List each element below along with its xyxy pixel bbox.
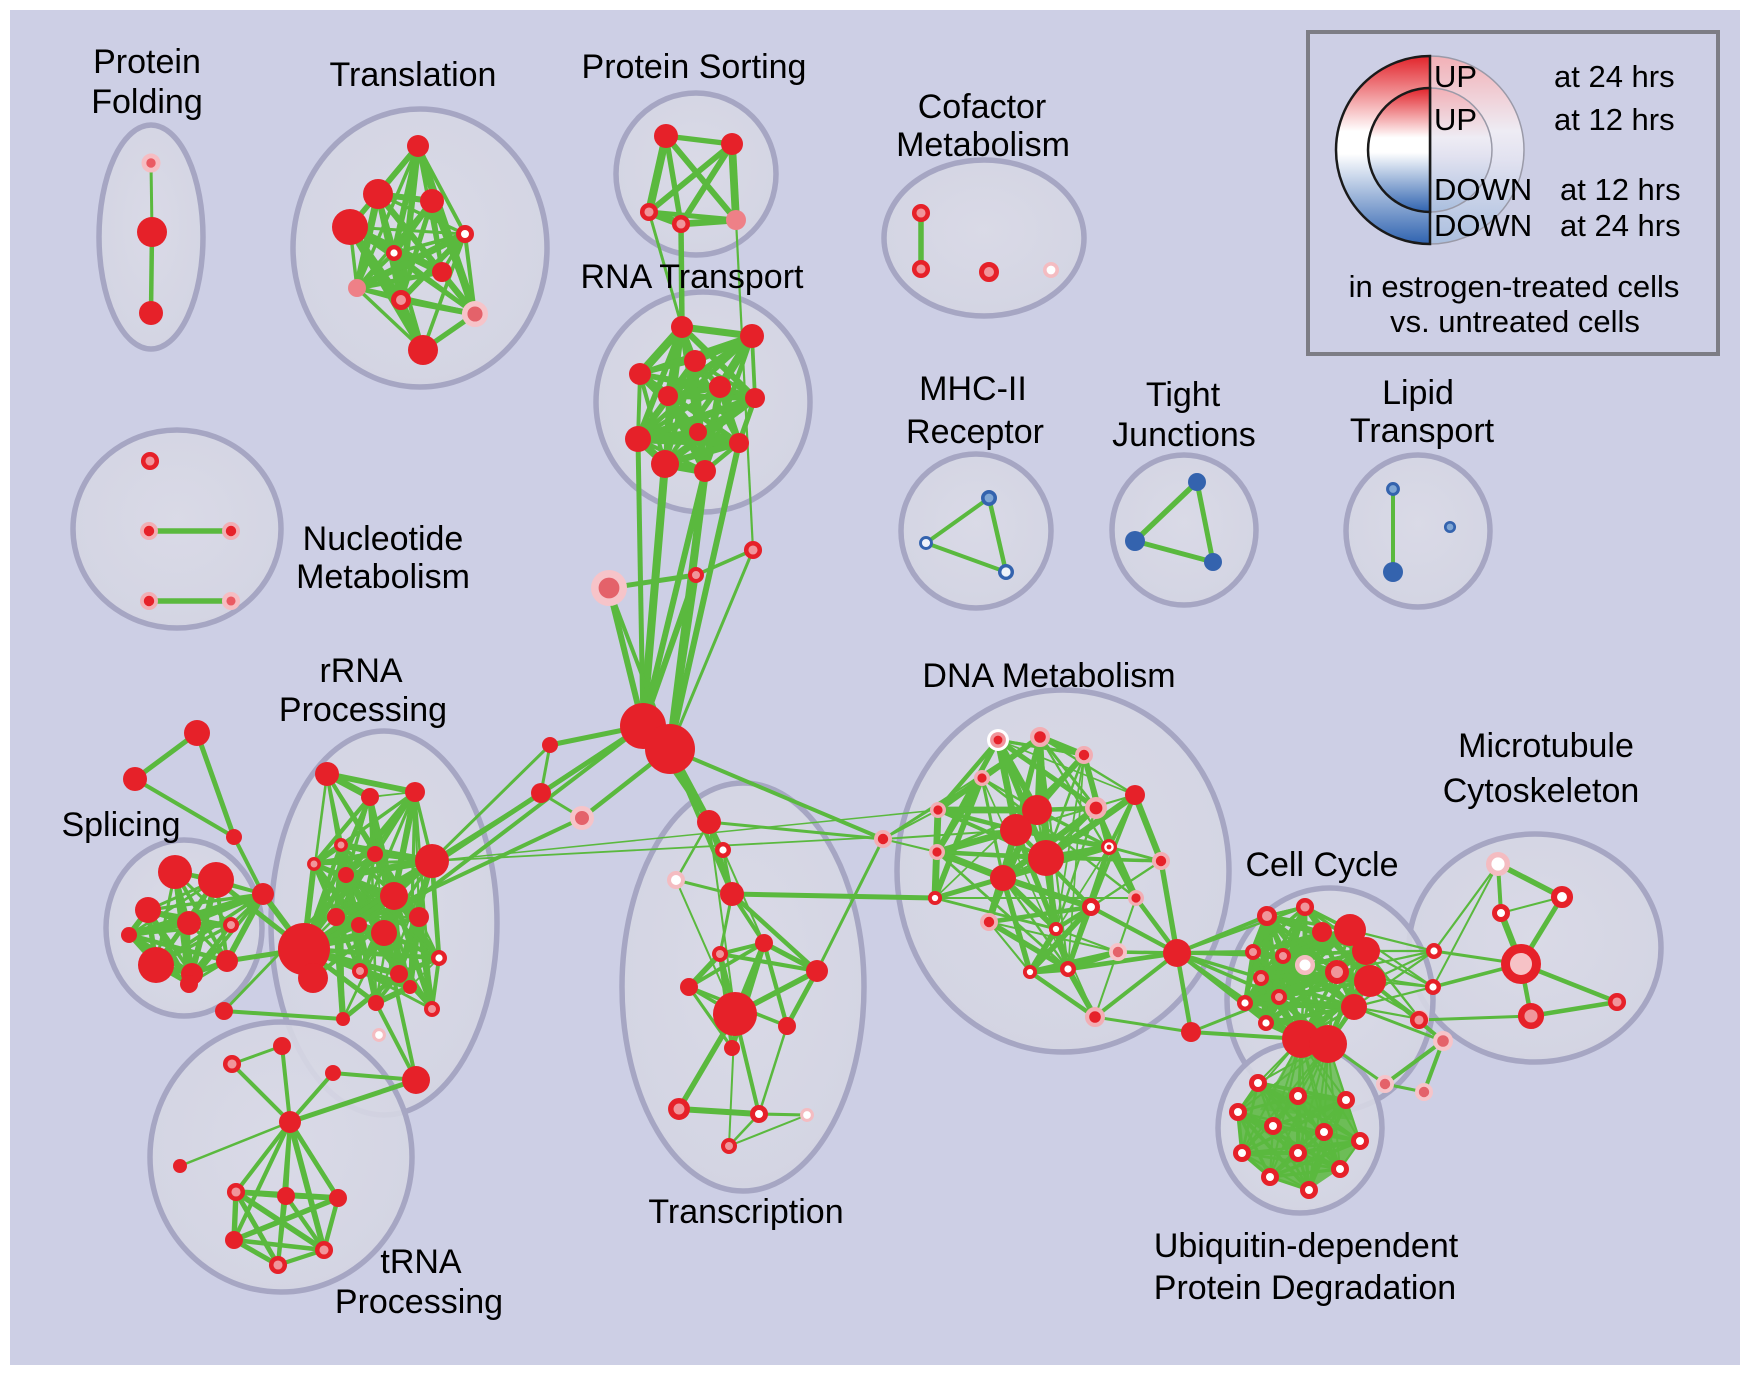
svg-text:at 12 hrs: at 12 hrs (1554, 102, 1675, 137)
svg-text:Tight: Tight (1146, 376, 1221, 414)
svg-text:DOWN: DOWN (1434, 172, 1532, 207)
svg-text:Cytoskeleton: Cytoskeleton (1443, 772, 1640, 810)
svg-text:vs. untreated cells: vs. untreated cells (1390, 304, 1640, 339)
svg-text:at 24 hrs: at 24 hrs (1560, 208, 1681, 243)
svg-text:Transport: Transport (1350, 412, 1495, 450)
svg-text:MHC-II: MHC-II (919, 370, 1027, 408)
svg-text:Protein Degradation: Protein Degradation (1154, 1269, 1456, 1307)
svg-text:Translation: Translation (330, 56, 497, 94)
svg-text:RNA Transport: RNA Transport (581, 258, 805, 296)
svg-text:Cofactor: Cofactor (918, 88, 1047, 126)
svg-text:Folding: Folding (91, 83, 203, 121)
svg-text:Processing: Processing (279, 691, 447, 729)
svg-text:Protein Sorting: Protein Sorting (582, 48, 807, 86)
svg-text:Lipid: Lipid (1382, 374, 1454, 412)
svg-text:Protein: Protein (93, 43, 201, 81)
svg-text:Splicing: Splicing (61, 806, 180, 844)
svg-text:Processing: Processing (335, 1283, 503, 1321)
svg-text:UP: UP (1434, 59, 1477, 94)
svg-text:Transcription: Transcription (648, 1193, 843, 1231)
svg-text:Ubiquitin-dependent: Ubiquitin-dependent (1154, 1227, 1459, 1265)
svg-text:Cell Cycle: Cell Cycle (1245, 846, 1398, 884)
svg-text:UP: UP (1434, 102, 1477, 137)
svg-text:DNA Metabolism: DNA Metabolism (922, 657, 1175, 695)
svg-text:Microtubule: Microtubule (1458, 727, 1634, 765)
svg-text:tRNA: tRNA (380, 1243, 462, 1281)
svg-text:DOWN: DOWN (1434, 208, 1532, 243)
svg-text:at 24 hrs: at 24 hrs (1554, 59, 1675, 94)
svg-text:rRNA: rRNA (319, 652, 402, 690)
svg-text:Nucleotide: Nucleotide (303, 520, 464, 558)
svg-text:Receptor: Receptor (906, 413, 1044, 451)
svg-text:Junctions: Junctions (1112, 416, 1256, 454)
svg-text:Metabolism: Metabolism (296, 558, 470, 596)
svg-text:in estrogen-treated cells: in estrogen-treated cells (1349, 269, 1680, 304)
svg-text:at 12 hrs: at 12 hrs (1560, 172, 1681, 207)
svg-text:Metabolism: Metabolism (896, 126, 1070, 164)
